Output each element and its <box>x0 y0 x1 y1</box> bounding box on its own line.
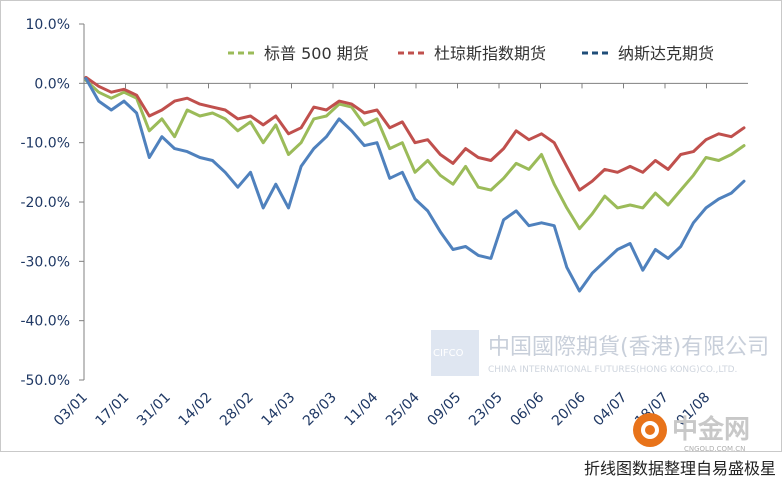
cngold-logo-core <box>645 425 655 435</box>
x-tick-label: 03/01 <box>51 390 91 430</box>
cngold-badge: 中金网 CNGOLD.COM.CN <box>633 413 750 453</box>
watermark-company-cn: 中国國際期貨(香港)有限公司 <box>488 335 769 360</box>
x-tick-label: 17/01 <box>92 390 132 430</box>
x-tick-label: 20/06 <box>549 389 589 429</box>
x-tick-label: 23/05 <box>466 390 506 430</box>
legend: 标普 500 期货 杜琼斯指数期货 纳斯达克期货 <box>228 44 714 63</box>
y-tick-label: -30.0% <box>20 254 70 270</box>
x-tick-label: 28/02 <box>217 390 257 430</box>
watermark: CIFCO 中国國際期貨(香港)有限公司 CHINA INTERNATIONAL… <box>431 330 769 376</box>
series-line-nasdaq <box>84 77 746 293</box>
y-axis-ticks: 10.0% 0.0% -10.0% -20.0% -30.0% -40.0% -50.0% <box>20 17 84 389</box>
series-line-dow <box>84 75 746 192</box>
legend-label-nasdaq: 纳斯达克期货 <box>618 44 714 63</box>
y-tick-label: 10.0% <box>26 17 70 33</box>
series-line-sp500 <box>84 78 746 231</box>
y-tick-label: -10.0% <box>20 136 70 152</box>
legend-label-dow: 杜琼斯指数期货 <box>434 44 546 63</box>
x-tick-label: 28/03 <box>300 390 340 430</box>
x-tick-label: 14/03 <box>258 390 298 430</box>
cngold-domain: CNGOLD.COM.CN <box>684 445 745 453</box>
series-lines <box>84 75 746 293</box>
watermark-company-en: CHINA INTERNATIONAL FUTURES(HONG KONG)CO… <box>488 365 737 375</box>
legend-label-sp500: 标普 500 期货 <box>264 44 369 63</box>
x-tick-label: 09/05 <box>424 390 464 430</box>
x-tick-label: 04/07 <box>590 390 630 430</box>
y-tick-label: 0.0% <box>34 76 70 92</box>
y-tick-label: -50.0% <box>20 373 70 389</box>
data-source-caption: 折线图数据整理自易盛极星 <box>583 459 776 478</box>
cngold-brand: 中金网 <box>672 414 750 445</box>
x-tick-label: 14/02 <box>175 390 215 430</box>
cifco-logo-box <box>431 330 479 376</box>
cifco-logo-text: CIFCO <box>433 348 464 359</box>
chart-frame <box>0 0 782 452</box>
y-tick-label: -40.0% <box>20 314 70 330</box>
x-tick-label: 25/04 <box>383 389 423 429</box>
x-axis-ticks: 03/01 17/01 31/01 14/02 28/02 14/03 28/03 11/04… <box>51 83 713 429</box>
y-tick-label: -20.0% <box>20 195 70 211</box>
x-tick-label: 11/04 <box>341 389 381 429</box>
x-tick-label: 31/01 <box>134 390 174 430</box>
x-tick-label: 06/06 <box>507 389 547 429</box>
